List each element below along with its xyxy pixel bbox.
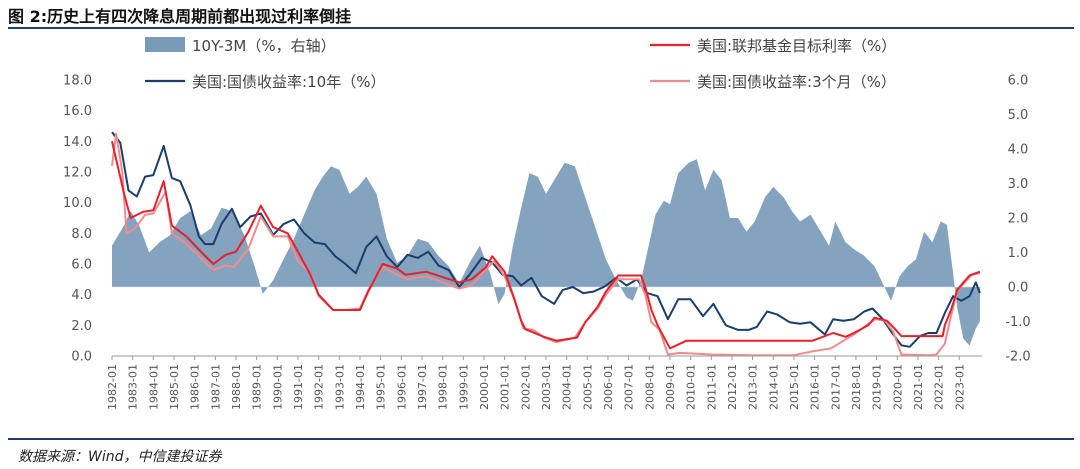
left-tick-label: 2.0 [71, 319, 92, 334]
x-tick-label: 2011-01 [705, 364, 718, 410]
x-tick-label: 1999-01 [457, 364, 470, 410]
left-tick-label: 0.0 [71, 350, 92, 365]
x-tick-label: 2015-01 [788, 364, 801, 410]
left-tick-label: 4.0 [71, 288, 92, 303]
x-tick-label: 1983-01 [127, 364, 140, 410]
x-tick-label: 1993-01 [333, 364, 346, 410]
left-tick-label: 16.0 [63, 104, 92, 119]
title-rule [8, 27, 1074, 29]
x-tick-label: 1985-01 [168, 364, 181, 410]
x-tick-label: 2005-01 [581, 364, 594, 410]
x-tick-label: 2023-01 [953, 364, 966, 410]
series-lines-layer [111, 131, 981, 357]
x-axis: 1982-01 1983-01 1984-01 1985-01 1986-01 1987-… [106, 355, 982, 410]
left-tick-label: 12.0 [63, 166, 92, 181]
right-tick-label: 4.0 [1008, 143, 1029, 158]
series-10y-3m-spread-area [112, 159, 980, 346]
x-tick-label: 1989-01 [251, 364, 264, 410]
legend-fed-target-rate: 美国:联邦基金目标利率（%） [650, 37, 896, 55]
x-tick-label: 2013-01 [747, 364, 760, 410]
source-rule [8, 438, 1074, 440]
x-tick-label: 2021-01 [912, 364, 925, 410]
x-tick-label: 1998-01 [437, 364, 450, 410]
x-tick-label: 1996-01 [395, 364, 408, 410]
source-note: 数据来源：Wind，中信建投证券 [18, 449, 222, 465]
left-axis: 0.0 2.0 4.0 6.0 8.0 10.0 12.0 14.0 16.0 18.0 [63, 74, 92, 365]
legend: 10Y-3M（%，右轴） 美国:国债收益率:10年（%） 美国:联邦基金目标利率（%… [145, 37, 896, 91]
right-tick-label: 0.0 [1008, 281, 1029, 296]
x-tick-label: 1982-01 [106, 364, 119, 410]
x-tick-label: 2017-01 [829, 364, 842, 410]
left-tick-label: 10.0 [63, 196, 92, 211]
x-tick-label: 1994-01 [354, 364, 367, 410]
x-tick-label: 2014-01 [767, 364, 780, 410]
x-tick-label: 1995-01 [375, 364, 388, 410]
x-tick-label: 2019-01 [871, 364, 884, 410]
right-tick-label: 2.0 [1008, 212, 1029, 227]
x-tick-label: 2000-01 [478, 364, 491, 410]
legend-label: 美国:联邦基金目标利率（%） [697, 37, 896, 55]
spread-area-layer [112, 159, 980, 346]
legend-label: 美国:国债收益率:3个月（%） [697, 73, 896, 91]
x-tick-label: 1984-01 [147, 364, 160, 410]
x-tick-label: 1988-01 [230, 364, 243, 410]
x-tick-label: 2012-01 [726, 364, 739, 410]
x-tick-label: 1992-01 [313, 364, 326, 410]
x-tick-label: 1991-01 [292, 364, 305, 410]
legend-label: 美国:国债收益率:10年（%） [192, 73, 385, 91]
legend-label: 10Y-3M（%，右轴） [192, 37, 336, 55]
series-10y-yield-line [111, 131, 981, 348]
x-tick-label: 2001-01 [499, 364, 512, 410]
x-tick-label: 2018-01 [850, 364, 863, 410]
legend-10y-yield: 美国:国债收益率:10年（%） [145, 73, 385, 91]
legend-10y-3m-spread: 10Y-3M（%，右轴） [145, 37, 336, 55]
x-tick-label: 2002-01 [519, 364, 532, 410]
x-tick-label: 2008-01 [643, 364, 656, 410]
right-tick-label: 3.0 [1008, 177, 1029, 192]
right-tick-label: 5.0 [1008, 108, 1029, 123]
right-tick-label: -1.0 [1005, 315, 1030, 330]
figure-title: 图 2:历史上有四次降息周期前都出现过利率倒挂 [8, 7, 352, 26]
left-tick-label: 14.0 [63, 135, 92, 150]
x-tick-label: 2007-01 [623, 364, 636, 410]
left-tick-label: 6.0 [71, 258, 92, 273]
x-tick-label: 1990-01 [271, 364, 284, 410]
x-tick-label: 2004-01 [561, 364, 574, 410]
left-tick-label: 8.0 [71, 227, 92, 242]
x-tick-label: 2009-01 [664, 364, 677, 410]
series-fed-target-rate-line [111, 141, 981, 350]
x-tick-label: 2020-01 [891, 364, 904, 410]
right-tick-label: 6.0 [1008, 74, 1029, 89]
right-tick-label: -2.0 [1005, 350, 1030, 365]
legend-swatch-area [145, 37, 185, 52]
right-axis: -2.0 -1.0 0.0 1.0 2.0 3.0 4.0 5.0 6.0 [1005, 74, 1030, 365]
x-tick-label: 2010-01 [685, 364, 698, 410]
x-tick-label: 1987-01 [209, 364, 222, 410]
x-tick-label: 1997-01 [416, 364, 429, 410]
left-tick-label: 18.0 [63, 74, 92, 89]
x-tick-label: 2016-01 [809, 364, 822, 410]
x-tick-label: 2003-01 [540, 364, 553, 410]
legend-3m-yield: 美国:国债收益率:3个月（%） [650, 73, 896, 91]
x-tick-label: 1986-01 [189, 364, 202, 410]
right-tick-label: 1.0 [1008, 246, 1029, 261]
x-tick-label: 2006-01 [602, 364, 615, 410]
x-tick-label: 2022-01 [933, 364, 946, 410]
